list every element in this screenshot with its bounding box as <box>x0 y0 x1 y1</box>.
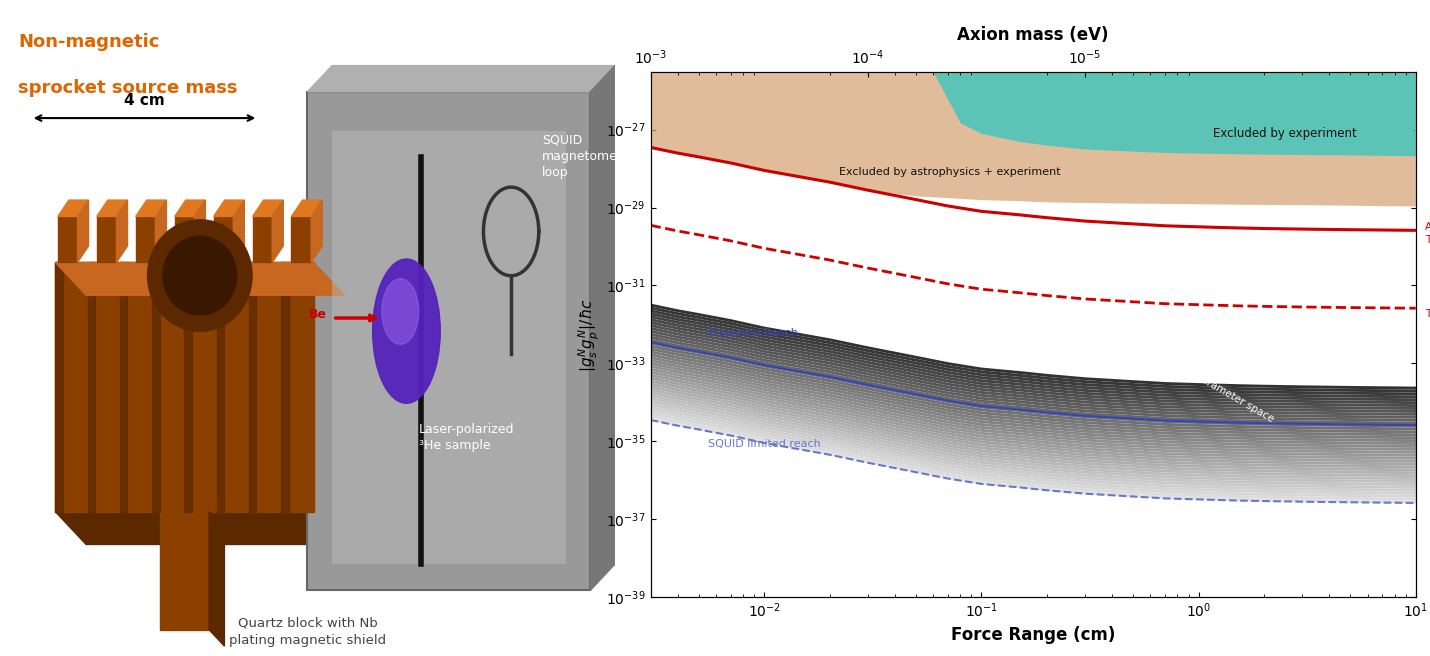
Polygon shape <box>332 92 615 564</box>
Text: $\theta_{QCD} > 10^{-16}$: $\theta_{QCD} > 10^{-16}$ <box>1007 502 1077 554</box>
Polygon shape <box>312 200 322 262</box>
Polygon shape <box>313 328 345 544</box>
Polygon shape <box>120 262 127 512</box>
Bar <box>332 131 566 564</box>
Text: 4 cm: 4 cm <box>124 93 164 108</box>
Text: Be: Be <box>309 308 326 321</box>
Polygon shape <box>57 200 89 216</box>
Y-axis label: $|g_s^N g_p^N| / \hbar c$: $|g_s^N g_p^N| / \hbar c$ <box>576 298 602 371</box>
Polygon shape <box>591 66 615 590</box>
Polygon shape <box>272 200 283 262</box>
Polygon shape <box>282 262 289 512</box>
X-axis label: Force Range (cm): Force Range (cm) <box>951 626 1115 644</box>
Polygon shape <box>116 200 127 262</box>
Ellipse shape <box>382 279 419 344</box>
Text: QCD Axion parameter space: QCD Axion parameter space <box>1143 341 1276 424</box>
Polygon shape <box>194 200 206 262</box>
Polygon shape <box>307 66 615 92</box>
Polygon shape <box>253 200 283 216</box>
Text: Excluded by astrophysics + experiment: Excluded by astrophysics + experiment <box>838 167 1060 177</box>
Polygon shape <box>56 262 63 512</box>
Ellipse shape <box>373 259 440 403</box>
Polygon shape <box>97 200 127 216</box>
Text: ARIADNE initial goal: ARIADNE initial goal <box>1424 222 1430 232</box>
Text: sprocket source mass: sprocket source mass <box>19 79 237 96</box>
Polygon shape <box>213 200 245 216</box>
Text: Quartz block with Nb
plating magnetic shield: Quartz block with Nb plating magnetic sh… <box>229 617 386 647</box>
X-axis label: Axion mass (eV): Axion mass (eV) <box>958 26 1108 45</box>
Polygon shape <box>292 216 312 262</box>
Circle shape <box>147 220 252 331</box>
Text: Excluded by experiment: Excluded by experiment <box>1213 127 1357 140</box>
Text: Laser-polarized
³He sample: Laser-polarized ³He sample <box>419 423 515 452</box>
Polygon shape <box>292 200 322 216</box>
Polygon shape <box>174 216 194 262</box>
Polygon shape <box>56 512 345 544</box>
Text: Projected Reach: Projected Reach <box>708 328 798 338</box>
Polygon shape <box>174 200 206 216</box>
Polygon shape <box>77 200 89 262</box>
Circle shape <box>163 236 237 315</box>
Polygon shape <box>136 200 166 216</box>
Text: T₂ = 1000 s: T₂ = 1000 s <box>1424 309 1430 319</box>
Polygon shape <box>253 216 272 262</box>
Polygon shape <box>160 512 209 630</box>
Polygon shape <box>152 262 160 512</box>
Polygon shape <box>217 262 225 512</box>
Polygon shape <box>57 216 77 262</box>
Polygon shape <box>156 200 166 262</box>
Polygon shape <box>87 262 94 512</box>
Text: Non-magnetic: Non-magnetic <box>19 33 160 51</box>
Polygon shape <box>97 216 116 262</box>
Polygon shape <box>56 262 313 512</box>
Text: $\theta_{QCD} < 10^{-10}$: $\theta_{QCD} < 10^{-10}$ <box>1068 294 1138 346</box>
Bar <box>307 92 591 590</box>
Text: T₂ = 1 s: T₂ = 1 s <box>1424 236 1430 245</box>
Polygon shape <box>209 512 225 646</box>
Text: SQUID
magnetometer
loop: SQUID magnetometer loop <box>542 134 635 179</box>
Polygon shape <box>249 262 256 512</box>
Polygon shape <box>136 216 156 262</box>
Polygon shape <box>184 262 192 512</box>
Text: SQUID limited reach: SQUID limited reach <box>708 440 821 449</box>
Polygon shape <box>56 262 345 295</box>
Polygon shape <box>213 216 233 262</box>
Polygon shape <box>233 200 245 262</box>
